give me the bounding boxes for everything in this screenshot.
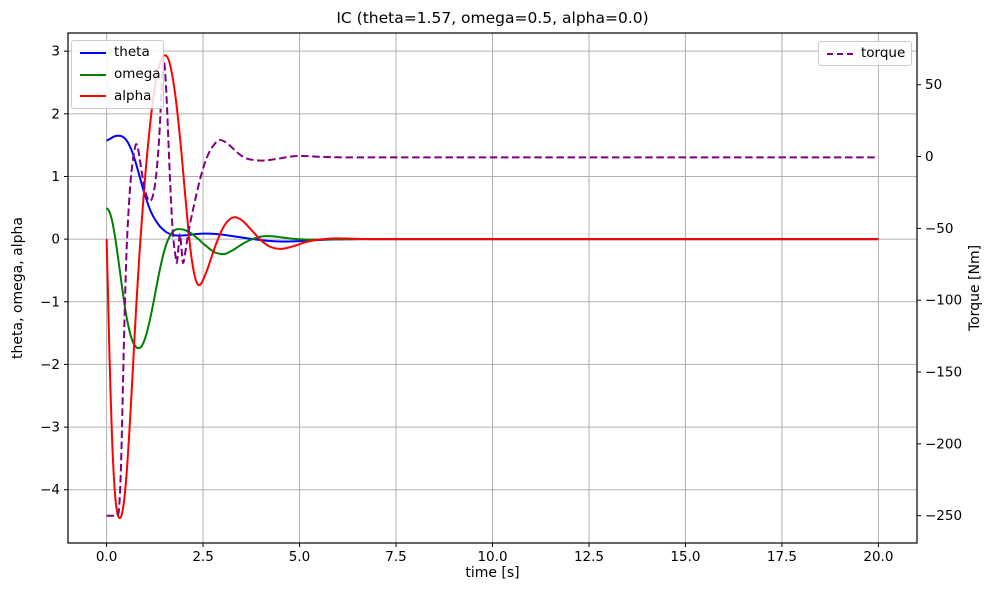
tick-labels: 0.0 2.5 5.0 7.5 10.0 12.5 15.0 17.5 20.0 3 2 1 0 −1 −2…: [40, 44, 962, 565]
left-y-tick-label: −2: [40, 357, 60, 373]
right-y-tick-label: 50: [925, 77, 942, 93]
tick-marks: [64, 50, 921, 547]
x-tick-label: 2.5: [192, 549, 213, 565]
legend-label-theta: theta: [114, 44, 150, 60]
legend-label-torque: torque: [861, 44, 906, 61]
x-tick-label: 7.5: [385, 549, 406, 565]
left-y-tick-label: −4: [40, 482, 60, 498]
x-tick-label: 10.0: [477, 549, 507, 565]
right-y-axis-label: Torque [Nm]: [967, 244, 983, 332]
series-lines: [105, 54, 879, 520]
theta-line-sample: [80, 51, 106, 54]
x-axis-label: time [s]: [465, 565, 520, 581]
alpha-line: [105, 54, 879, 520]
legend-item-torque: torque: [827, 44, 906, 61]
chart-title: IC (theta=1.57, omega=0.5, alpha=0.0): [336, 9, 649, 27]
legend-item-theta: theta: [80, 44, 155, 60]
alpha-line-sample: [80, 95, 106, 98]
right-y-tick-label: −200: [925, 436, 962, 452]
x-tick-label: 15.0: [670, 549, 700, 565]
x-tick-label: 12.5: [574, 549, 604, 565]
x-tick-label: 20.0: [863, 549, 893, 565]
left-y-tick-label: −3: [40, 420, 60, 436]
x-tick-label: 5.0: [289, 549, 310, 565]
legend-item-omega: omega: [80, 67, 161, 82]
left-y-tick-label: 0: [51, 232, 60, 248]
right-y-tick-label: −50: [925, 221, 954, 237]
legend-label-omega: omega: [114, 65, 161, 82]
x-tick-label: 0.0: [96, 549, 117, 565]
legend-right: torque: [818, 41, 912, 66]
grid-lines: [68, 33, 917, 543]
left-y-tick-label: −1: [40, 294, 60, 310]
left-y-tick-label: 1: [51, 169, 60, 185]
torque-line-sample: [827, 52, 853, 55]
omega-line-sample: [80, 73, 106, 76]
right-y-tick-label: −100: [925, 293, 962, 309]
right-y-tick-label: 0: [925, 149, 934, 165]
legend-item-alpha: alpha: [80, 87, 155, 104]
left-y-axis-label: theta, omega, alpha: [10, 217, 26, 359]
legend-label-alpha: alpha: [114, 87, 152, 104]
left-y-tick-label: 3: [51, 44, 60, 60]
legend-left: theta omega alpha: [71, 40, 164, 109]
right-y-tick-label: −150: [925, 365, 962, 381]
x-tick-label: 17.5: [767, 549, 797, 565]
right-y-tick-label: −250: [925, 508, 962, 524]
left-y-tick-label: 2: [51, 106, 60, 122]
